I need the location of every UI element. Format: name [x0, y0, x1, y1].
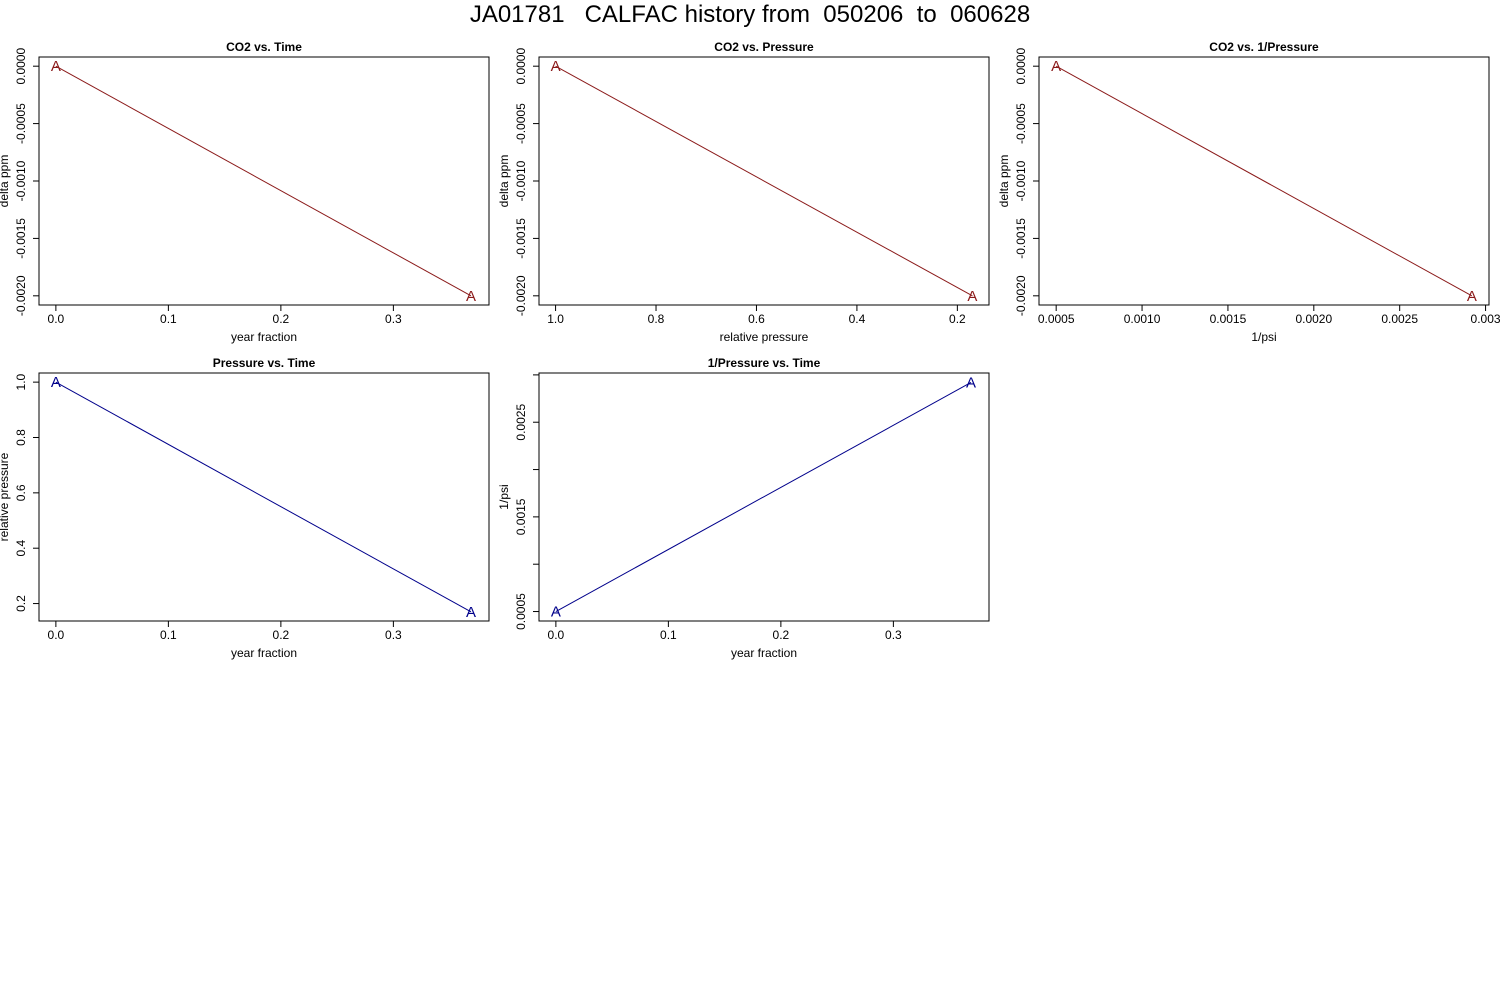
- co2-vs-inv-pressure-y-tick-label: -0.0005: [1014, 103, 1028, 144]
- inv-pressure-vs-time-data-point: A: [966, 374, 976, 391]
- inv-pressure-vs-time-x-tick-label: 0.1: [660, 628, 677, 642]
- page-title: JA01781 CALFAC history from 050206 to 06…: [469, 1, 1031, 28]
- co2-vs-pressure-x-tick-label: 0.6: [748, 312, 765, 326]
- co2-vs-time-x-tick-label: 0.1: [160, 312, 177, 326]
- co2-vs-inv-pressure-x-tick-label: 0.0020: [1295, 312, 1332, 326]
- co2-vs-pressure-x-tick-label: 0.4: [849, 312, 866, 326]
- co2-vs-time-x-axis-label: year fraction: [231, 330, 297, 344]
- co2-vs-pressure-y-tick-label: 0.0000: [514, 48, 528, 85]
- co2-vs-inv-pressure-y-tick-label: -0.0010: [1014, 160, 1028, 201]
- co2-vs-inv-pressure-x-tick-label: 0.003: [1471, 312, 1500, 326]
- inv-pressure-vs-time-x-tick-label: 0.2: [773, 628, 790, 642]
- co2-vs-inv-pressure-x-tick-label: 0.0010: [1124, 312, 1161, 326]
- inv-pressure-vs-time-x-axis-label: year fraction: [731, 646, 797, 660]
- inv-pressure-vs-time-series-line: [555, 382, 972, 612]
- pressure-vs-time-x-tick-label: 0.1: [160, 628, 177, 642]
- co2-vs-pressure-title: CO2 vs. Pressure: [714, 40, 814, 54]
- co2-vs-pressure-x-tick-label: 0.2: [949, 312, 966, 326]
- co2-vs-inv-pressure-x-axis-label: 1/psi: [1251, 330, 1276, 344]
- co2-vs-pressure-y-tick-label: -0.0005: [514, 103, 528, 144]
- co2-vs-inv-pressure-x-tick-label: 0.0005: [1038, 312, 1075, 326]
- inv-pressure-vs-time-x-tick-label: 0.3: [885, 628, 902, 642]
- co2-vs-inv-pressure-data-point: A: [1467, 288, 1477, 305]
- co2-vs-pressure-x-tick-label: 1.0: [547, 312, 564, 326]
- inv-pressure-vs-time-x-tick-label: 0.0: [548, 628, 565, 642]
- pressure-vs-time-data-point: A: [51, 374, 61, 391]
- co2-vs-pressure-y-tick-label: -0.0010: [514, 160, 528, 201]
- co2-vs-inv-pressure-title: CO2 vs. 1/Pressure: [1209, 40, 1319, 54]
- co2-vs-time-title: CO2 vs. Time: [226, 40, 302, 54]
- pressure-vs-time-x-axis-label: year fraction: [231, 646, 297, 660]
- co2-vs-time-y-tick-label: -0.0015: [14, 218, 28, 259]
- co2-vs-time-y-tick-label: 0.0000: [14, 48, 28, 85]
- co2-vs-pressure-series-line: [555, 65, 973, 297]
- co2-vs-time-y-tick-label: -0.0010: [14, 160, 28, 201]
- co2-vs-time-y-axis-label: delta ppm: [0, 155, 11, 208]
- co2-vs-pressure-y-axis-label: delta ppm: [497, 155, 511, 208]
- co2-vs-pressure-data-point: A: [967, 288, 977, 305]
- inv-pressure-vs-time-plot-frame: [538, 372, 990, 622]
- co2-vs-time-series-line: [55, 65, 472, 297]
- co2-vs-time-x-tick-label: 0.2: [273, 312, 290, 326]
- co2-vs-inv-pressure-series-line: [1055, 65, 1473, 297]
- inv-pressure-vs-time-y-axis-label: 1/psi: [497, 484, 511, 509]
- co2-vs-pressure-y-tick-label: -0.0015: [514, 218, 528, 259]
- co2-vs-time-data-point: A: [466, 288, 476, 305]
- co2-vs-inv-pressure-y-tick-label: -0.0015: [1014, 218, 1028, 259]
- co2-vs-time-y-tick-label: -0.0005: [14, 103, 28, 144]
- pressure-vs-time-y-tick-label: 0.2: [14, 595, 28, 612]
- co2-vs-inv-pressure-data-point: A: [1051, 58, 1061, 75]
- co2-vs-time-x-tick-label: 0.3: [385, 312, 402, 326]
- pressure-vs-time-x-tick-label: 0.2: [273, 628, 290, 642]
- co2-vs-pressure-x-axis-label: relative pressure: [720, 330, 809, 344]
- co2-vs-time-data-point: A: [51, 58, 61, 75]
- co2-vs-inv-pressure-y-tick-label: -0.0020: [1014, 275, 1028, 316]
- pressure-vs-time-y-tick-label: 1.0: [14, 373, 28, 390]
- pressure-vs-time-data-point: A: [466, 604, 476, 621]
- inv-pressure-vs-time-y-tick-label: 0.0015: [514, 498, 528, 535]
- inv-pressure-vs-time-y-tick-label: 0.0025: [514, 404, 528, 441]
- co2-vs-inv-pressure-y-tick-label: 0.0000: [1014, 48, 1028, 85]
- pressure-vs-time-x-tick-label: 0.3: [385, 628, 402, 642]
- pressure-vs-time-y-axis-label: relative pressure: [0, 452, 11, 541]
- co2-vs-pressure-x-tick-label: 0.8: [648, 312, 665, 326]
- pressure-vs-time-y-tick-label: 0.8: [14, 429, 28, 446]
- inv-pressure-vs-time-data-point: A: [551, 604, 561, 621]
- co2-vs-inv-pressure-x-tick-label: 0.0025: [1381, 312, 1418, 326]
- pressure-vs-time-title: Pressure vs. Time: [213, 356, 316, 370]
- pressure-vs-time-plot-frame: [38, 372, 490, 622]
- co2-vs-inv-pressure-x-tick-label: 0.0015: [1210, 312, 1247, 326]
- pressure-vs-time-y-tick-label: 0.6: [14, 484, 28, 501]
- co2-vs-inv-pressure-y-axis-label: delta ppm: [997, 155, 1011, 208]
- co2-vs-time-x-tick-label: 0.0: [48, 312, 65, 326]
- pressure-vs-time-series-line: [55, 381, 472, 613]
- pressure-vs-time-x-tick-label: 0.0: [48, 628, 65, 642]
- inv-pressure-vs-time-y-tick-label: 0.0005: [514, 593, 528, 630]
- inv-pressure-vs-time-title: 1/Pressure vs. Time: [708, 356, 821, 370]
- co2-vs-time-y-tick-label: -0.0020: [14, 275, 28, 316]
- co2-vs-pressure-y-tick-label: -0.0020: [514, 275, 528, 316]
- pressure-vs-time-y-tick-label: 0.4: [14, 540, 28, 557]
- co2-vs-pressure-data-point: A: [551, 58, 561, 75]
